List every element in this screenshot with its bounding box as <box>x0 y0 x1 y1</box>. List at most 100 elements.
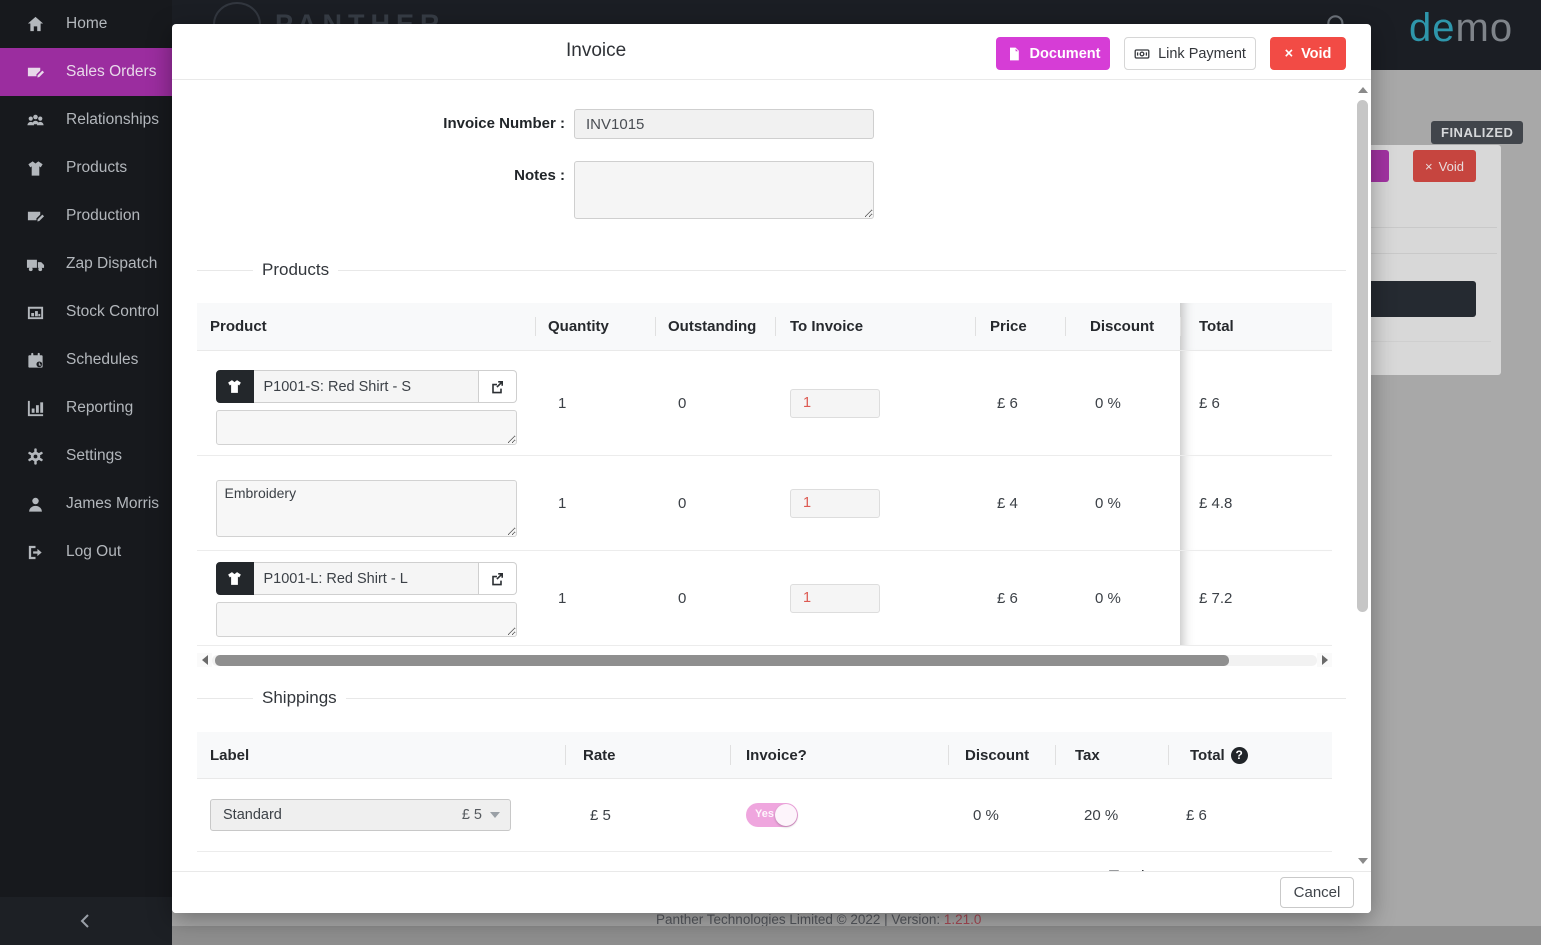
shipping-row: Standard £ 5 £ 5 Yes 0 % 20 % <box>197 779 1332 852</box>
invoice-toggle[interactable]: Yes <box>746 803 798 827</box>
link-payment-button[interactable]: Link Payment <box>1124 37 1256 70</box>
outstanding-cell: 0 <box>678 394 687 412</box>
to-invoice-input[interactable] <box>790 488 880 518</box>
sidebar-item-stock-control[interactable]: Stock Control <box>0 288 172 336</box>
cancel-button[interactable]: Cancel <box>1280 877 1354 908</box>
column-header-outstanding: Outstanding <box>655 303 775 350</box>
scroll-left-arrow[interactable] <box>197 653 212 667</box>
product-row: 1 0 £ 6 0 % £ 6 <box>197 351 1332 456</box>
external-link-icon <box>492 572 503 585</box>
sidebar-item-label: Settings <box>66 447 123 464</box>
scroll-down-arrow[interactable] <box>1355 855 1370 867</box>
totals-section-legend: Totals <box>930 867 1332 871</box>
notes-label: Notes <box>197 161 565 184</box>
product-name-textarea[interactable]: Embroidery <box>215 480 517 537</box>
sidebar-item-logout[interactable]: Log Out <box>0 528 172 576</box>
invoice-modal: Invoice Document Link Payment × Void <box>172 24 1371 913</box>
gear-icon <box>26 447 45 466</box>
sidebar-item-label: Schedules <box>66 351 139 368</box>
sidebar-item-profile[interactable]: James Morris <box>0 480 172 528</box>
quantity-cell: 1 <box>558 589 567 607</box>
column-header-rate: Rate <box>565 732 730 778</box>
sidebar-item-schedules[interactable]: Schedules <box>0 336 172 384</box>
horizontal-scroll-track[interactable] <box>212 654 1317 666</box>
background-dark-button[interactable] <box>1371 281 1476 317</box>
sidebar-item-settings[interactable]: Settings <box>0 432 172 480</box>
stock-control-icon <box>26 303 45 322</box>
sidebar-item-home[interactable]: Home <box>0 0 172 48</box>
document-button[interactable]: Document <box>996 37 1110 70</box>
chevron-left-icon <box>80 914 89 928</box>
modal-vertical-scrollbar[interactable] <box>1355 84 1370 867</box>
to-invoice-input[interactable] <box>790 388 880 418</box>
background-document-button[interactable] <box>1371 150 1389 182</box>
product-note-textarea[interactable] <box>215 602 517 637</box>
product-cell: Embroidery <box>197 456 535 550</box>
background-void-button[interactable]: × Void <box>1413 150 1476 182</box>
close-icon: × <box>1284 45 1294 62</box>
finalized-status-badge: FINALIZED <box>1431 121 1524 144</box>
product-cell <box>197 551 535 645</box>
sidebar-item-reporting[interactable]: Reporting <box>0 384 172 432</box>
tax-cell: 20 % <box>1084 806 1119 824</box>
total-cell: £ 6 <box>1180 351 1332 455</box>
scroll-up-arrow[interactable] <box>1355 84 1370 96</box>
modal-body: Invoice Number Notes Products Product Qu… <box>172 81 1371 871</box>
shipping-label-cell: Standard £ 5 <box>197 779 565 851</box>
invoice-number-label: Invoice Number <box>197 109 565 132</box>
open-product-button[interactable] <box>478 562 517 595</box>
notes-textarea[interactable] <box>574 161 874 219</box>
void-button[interactable]: × Void <box>1270 37 1346 70</box>
invoice-toggle-cell: Yes <box>730 779 948 851</box>
vertical-scroll-thumb[interactable] <box>1357 100 1368 612</box>
product-note-textarea[interactable] <box>215 410 517 445</box>
price-cell: £ 6 <box>997 394 1018 412</box>
product-name-input[interactable] <box>253 562 479 595</box>
help-icon[interactable]: ? <box>1230 746 1248 764</box>
outstanding-cell: 0 <box>678 494 687 512</box>
home-icon <box>26 15 45 34</box>
sidebar-item-relationships[interactable]: Relationships <box>0 96 172 144</box>
open-product-button[interactable] <box>478 370 517 403</box>
sidebar-item-sales-orders[interactable]: Sales Orders <box>0 48 172 96</box>
shirt-icon <box>228 380 241 393</box>
sidebar-item-label: Home <box>66 15 108 32</box>
sidebar-item-production[interactable]: Production <box>0 192 172 240</box>
product-type-button[interactable] <box>215 562 254 595</box>
product-row: 1 0 £ 6 0 % £ 7.2 <box>197 551 1332 646</box>
invoice-number-input[interactable] <box>574 109 874 139</box>
sidebar-collapse-button[interactable] <box>0 897 172 945</box>
price-cell: £ 4 <box>997 494 1018 512</box>
chevron-down-icon <box>490 812 500 818</box>
total-cell: £ 4.8 <box>1180 456 1332 550</box>
horizontal-scroll-thumb[interactable] <box>215 654 1230 666</box>
page-bottom-band <box>172 926 1541 945</box>
total-cell: £ 6 <box>1186 806 1207 824</box>
calendar-icon <box>26 351 45 370</box>
scroll-right-arrow[interactable] <box>1317 653 1332 667</box>
user-icon <box>26 495 45 514</box>
product-name-input[interactable] <box>253 370 479 403</box>
to-invoice-cell <box>775 551 975 645</box>
sidebar-item-products[interactable]: Products <box>0 144 172 192</box>
price-cell: £ 6 <box>997 589 1018 607</box>
to-invoice-input[interactable] <box>790 583 880 613</box>
products-table-header: Product Quantity Outstanding To Invoice … <box>197 303 1332 351</box>
to-invoice-cell <box>775 351 975 455</box>
shipping-method-select[interactable]: Standard £ 5 <box>210 799 511 831</box>
arrow-up-icon <box>1357 87 1368 93</box>
rate-cell: £ 5 <box>590 806 611 824</box>
column-header-tax: Tax <box>1055 732 1168 778</box>
product-row: Embroidery 1 0 £ 4 0 % £ 4.8 <box>197 456 1332 551</box>
product-type-button[interactable] <box>215 370 254 403</box>
outstanding-cell: 0 <box>678 589 687 607</box>
sidebar-item-label: Zap Dispatch <box>66 255 158 272</box>
production-icon <box>26 207 45 226</box>
total-cell: £ 7.2 <box>1180 551 1332 645</box>
products-section-legend: Products <box>197 260 1346 280</box>
banknote-icon <box>1134 48 1150 59</box>
divider <box>1371 341 1491 342</box>
sidebar-item-zap-dispatch[interactable]: Zap Dispatch <box>0 240 172 288</box>
shippings-table-header: Label Rate Invoice? Discount Tax Total? <box>197 732 1332 779</box>
